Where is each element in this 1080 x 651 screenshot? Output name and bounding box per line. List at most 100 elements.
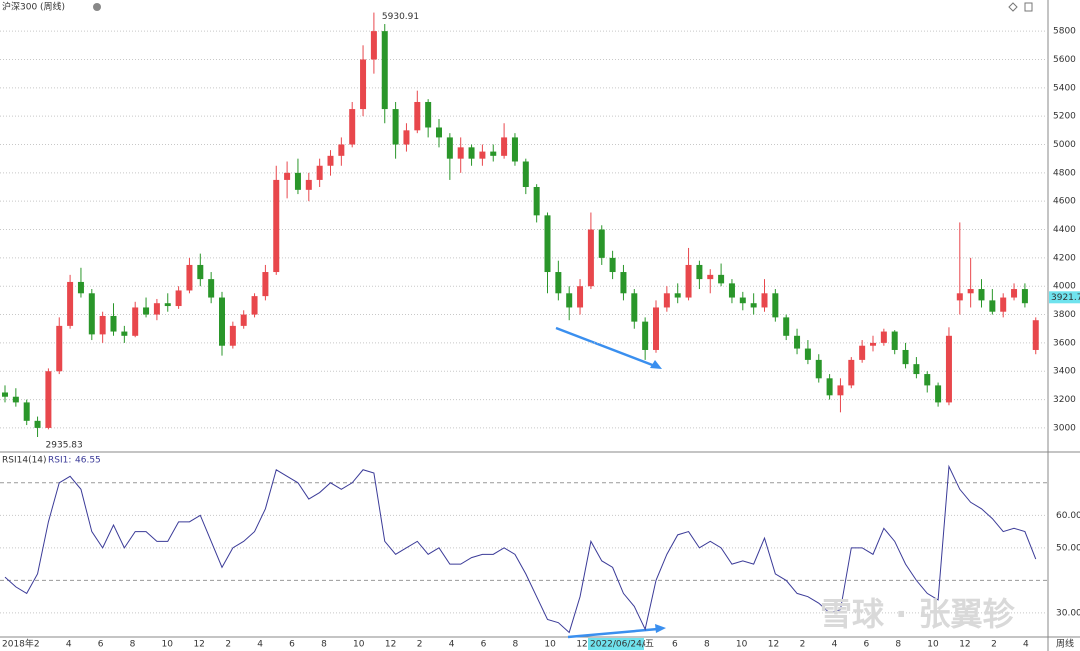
candle-body (718, 274, 725, 284)
candle-body (783, 317, 790, 336)
candle-body (1011, 289, 1018, 298)
x-tick-label: 6 (672, 640, 678, 650)
candle-body (490, 151, 497, 156)
candle-body (360, 59, 367, 110)
candle-body (197, 264, 204, 280)
y-tick-label: 5000 (1053, 140, 1076, 150)
x-tick-label: 12 (385, 640, 396, 650)
x-tick-label: 6 (863, 640, 869, 650)
diamond-icon[interactable] (1008, 2, 1018, 12)
candle-body (370, 31, 377, 60)
candle-body (381, 31, 388, 110)
x-tick-label: 6 (289, 640, 295, 650)
y-tick-label: 5600 (1053, 55, 1076, 65)
x-tick-label: 10 (162, 640, 174, 650)
candle-body (826, 378, 833, 396)
candle-body (587, 229, 594, 287)
x-tick-label: 10 (736, 640, 748, 650)
candle-body (143, 307, 150, 315)
candle-body (761, 293, 768, 308)
candle-body (501, 137, 508, 156)
candle-body (631, 293, 638, 322)
candle-body (23, 402, 30, 421)
x-tick-label: 8 (895, 640, 901, 650)
candle-body (392, 109, 399, 145)
candle-body (110, 315, 117, 332)
candle-body (707, 274, 714, 280)
box-icon[interactable] (1024, 2, 1033, 12)
candle-body (685, 264, 692, 298)
y-tick-label: 4000 (1053, 282, 1076, 292)
candle-body (544, 215, 551, 273)
candle-body (132, 307, 139, 336)
x-tick-label: 4 (1023, 640, 1029, 650)
x-tick-label: 8 (704, 640, 710, 650)
indicator-value: 46.55 (75, 456, 101, 466)
candle-body (12, 396, 19, 403)
candle-body (945, 335, 952, 403)
candle-body (620, 272, 627, 294)
y-tick-label: 3800 (1053, 310, 1076, 320)
candle-body (45, 371, 52, 428)
x-tick-label: 8 (321, 640, 327, 650)
x-tick-label: 2 (34, 640, 40, 650)
y-tick-label: 3400 (1053, 367, 1076, 377)
period-label: 周线 (1056, 638, 1074, 650)
candle-body (989, 300, 996, 312)
candle-body (772, 293, 779, 318)
y-tick-label: 4400 (1053, 225, 1076, 235)
y-tick-label: 4200 (1053, 253, 1076, 263)
y-tick-label: 3600 (1053, 338, 1076, 348)
indicator-series-name: RSI1: (48, 456, 71, 466)
crosshair-box (588, 638, 644, 650)
candle-body (262, 272, 269, 297)
x-tick-label: 4 (66, 640, 72, 650)
candle-body (77, 281, 84, 294)
candle-body (273, 179, 280, 273)
x-tick-label: 6 (98, 640, 104, 650)
x-tick-label: 4 (257, 640, 263, 650)
x-tick-label: 8 (513, 640, 519, 650)
x-tick-label: 2 (800, 640, 806, 650)
candle-body (870, 342, 876, 346)
candle-body (1032, 320, 1039, 350)
candle-body (935, 385, 942, 403)
candle-body (67, 281, 74, 326)
y-tick-label: 30.00 (1056, 608, 1080, 618)
candle-body (349, 109, 356, 145)
y-tick-label: 3200 (1053, 395, 1076, 405)
candle-body (555, 272, 562, 294)
y-tick-label: 60.00 (1056, 511, 1080, 521)
last-price-label: 3921.7 (1051, 293, 1080, 303)
candle-body (815, 359, 822, 379)
x-tick-label: 2 (991, 640, 997, 650)
candle-body (837, 385, 844, 396)
candle-body (533, 187, 540, 216)
candle-body (1000, 297, 1007, 312)
candle-body (251, 296, 258, 315)
candle-body (457, 147, 464, 159)
candle-body (577, 286, 584, 308)
candle-body (967, 289, 974, 294)
x-tick-label: 2 (225, 640, 231, 650)
candle-body (794, 335, 801, 349)
candle-body (642, 321, 649, 350)
candle-body (164, 303, 171, 307)
candle-body (338, 144, 345, 156)
candle-body (663, 293, 670, 308)
candle-body (294, 172, 301, 190)
candle-body (175, 290, 182, 307)
x-tick-label: 12 (193, 640, 204, 650)
settings-icon[interactable] (93, 3, 101, 11)
x-tick-label: 10 (353, 640, 365, 650)
x-tick-label: 6 (481, 640, 487, 650)
x-tick-label: 12 (768, 640, 779, 650)
candle-body (403, 130, 410, 145)
low-label: 2935.83 (46, 441, 83, 451)
candle-body (728, 283, 735, 298)
y-tick-label: 5400 (1053, 83, 1076, 93)
annotation-arrow (555, 326, 656, 368)
candle-body (913, 364, 920, 375)
